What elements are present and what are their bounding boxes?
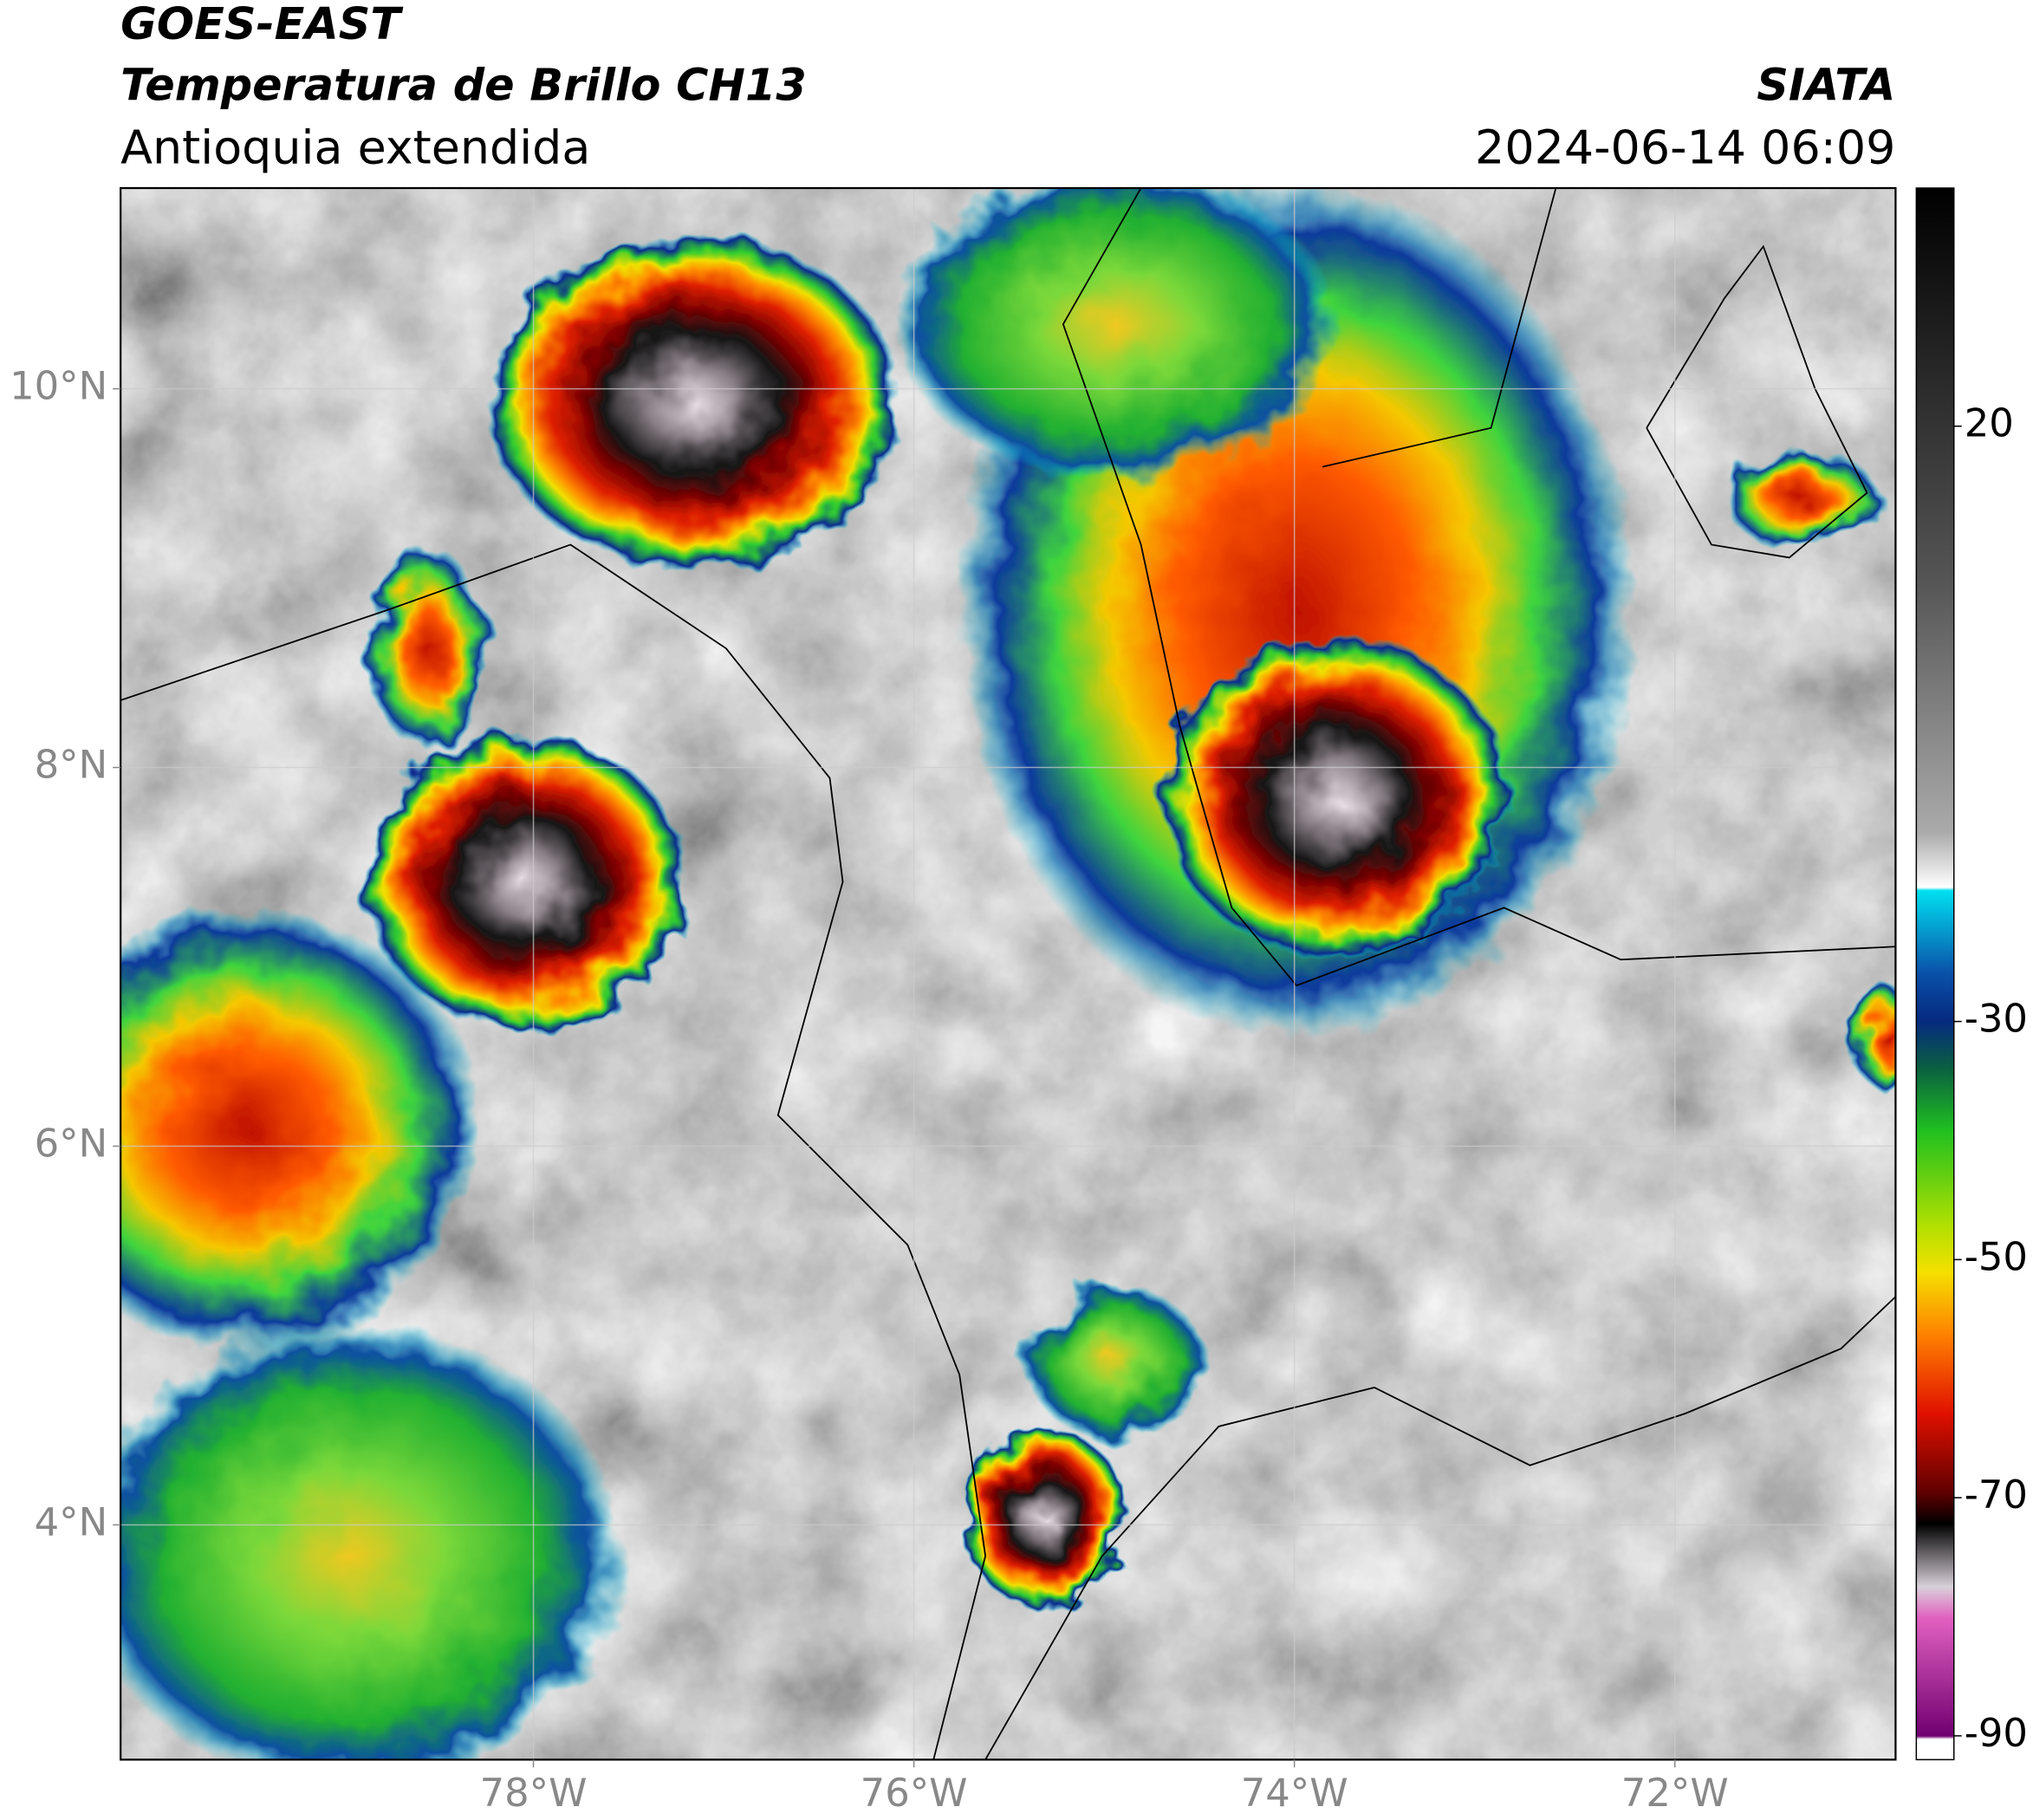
storm xyxy=(1023,1284,1206,1440)
storms xyxy=(120,188,1896,1760)
storm xyxy=(959,1426,1128,1609)
colorbar xyxy=(1915,187,1955,1761)
source: SIATA xyxy=(1757,59,1895,110)
colorbar-tick-label: -30 xyxy=(1965,996,2028,1042)
lat-tick-label: 10°N xyxy=(10,363,107,409)
storm xyxy=(369,544,487,752)
title-line2: Temperatura de Brillo CH13 xyxy=(120,59,807,110)
storm xyxy=(120,907,480,1349)
border xyxy=(984,1296,1896,1760)
colorbar-tick-label: -90 xyxy=(1965,1710,2028,1756)
colorbar-tick-label: -70 xyxy=(1965,1472,2028,1518)
storm xyxy=(120,1323,623,1760)
storm xyxy=(362,732,687,1031)
lon-tick-label: 78°W xyxy=(480,1770,588,1816)
graticule xyxy=(120,188,1896,1760)
map-image xyxy=(120,188,1896,1760)
border xyxy=(1322,188,1557,468)
lat-tick-label: 4°N xyxy=(35,1498,108,1544)
storm xyxy=(1160,635,1511,960)
storm xyxy=(486,233,901,571)
colorbar-tick-label: 20 xyxy=(1965,400,2014,446)
storm xyxy=(894,188,1335,480)
subtitle: Antioquia extendida xyxy=(120,120,590,175)
lon-tick-label: 76°W xyxy=(861,1770,968,1816)
title-line1: GOES-EAST xyxy=(120,0,404,49)
map-frame xyxy=(120,186,1897,1761)
lat-tick-label: 8°N xyxy=(35,742,108,788)
boundaries xyxy=(120,188,1896,1760)
colorbar-tick-label: -50 xyxy=(1965,1233,2028,1279)
datetime: 2024-06-14 06:09 xyxy=(1475,120,1895,175)
storm xyxy=(1848,985,1896,1089)
border xyxy=(120,543,987,1760)
storm xyxy=(1724,447,1880,551)
border xyxy=(1646,244,1868,559)
lon-tick-label: 74°W xyxy=(1241,1770,1348,1816)
border xyxy=(1062,188,1896,987)
lon-tick-label: 72°W xyxy=(1621,1770,1729,1816)
lat-tick-label: 6°N xyxy=(35,1121,108,1167)
